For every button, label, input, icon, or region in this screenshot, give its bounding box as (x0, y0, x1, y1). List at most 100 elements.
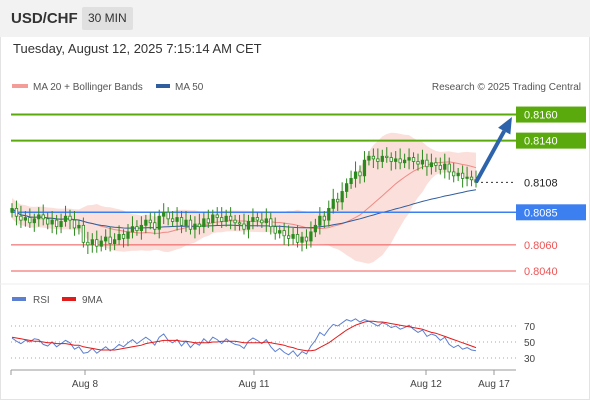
candle-body (224, 215, 228, 222)
candle-body (63, 215, 68, 222)
candle-body (197, 223, 202, 228)
target-level-box (516, 106, 586, 123)
candle-body (108, 236, 112, 244)
rsi-tick-label: 70 (524, 322, 536, 333)
candle-body (28, 217, 32, 224)
bollinger-band-area (12, 132, 476, 264)
candle-body (322, 215, 326, 221)
candle-body (175, 217, 179, 222)
candle-body (81, 224, 86, 243)
candle-body (371, 155, 376, 160)
legend-ma50-label: MA 50 (175, 82, 204, 93)
candle-body (188, 219, 193, 230)
candle-body (144, 219, 148, 226)
candle-body (340, 191, 344, 203)
candle-body (90, 239, 94, 246)
candle-body (278, 230, 282, 234)
candle-body (264, 218, 268, 224)
candle-body (389, 157, 393, 162)
candle-body (394, 158, 398, 162)
candle-body (336, 198, 340, 203)
candle-body (385, 155, 389, 158)
candle-body (416, 161, 420, 165)
candle-body (295, 234, 300, 243)
candle-body (179, 217, 184, 226)
candle-body (162, 211, 166, 217)
interval-badge[interactable]: 30 MIN (82, 7, 133, 30)
candle-body (273, 226, 277, 234)
candle-body (59, 221, 63, 228)
candle-body (99, 240, 103, 247)
candle-body (32, 218, 36, 224)
candle-body (367, 155, 371, 161)
candle-body (46, 218, 50, 225)
support-level-label: 0.8040 (524, 266, 558, 278)
candle-body (282, 230, 286, 237)
candle-body (313, 224, 318, 233)
candle-body (228, 215, 233, 221)
rsi-tick-label: 30 (524, 354, 536, 365)
pivot-level-label: 0.8085 (524, 207, 558, 219)
candle-body (157, 215, 161, 230)
candle-body (376, 158, 380, 162)
candle-body (77, 224, 81, 229)
legend-ma20-label: MA 20 + Bollinger Bands (33, 82, 143, 93)
legend-rsi-swatch (12, 297, 26, 301)
candle-body (251, 217, 255, 222)
chart-credit: Research © 2025 Trading Central (432, 82, 581, 93)
candle-body (286, 235, 291, 239)
candle-body (291, 234, 295, 239)
candle-body (117, 234, 121, 241)
candle-body (23, 217, 28, 221)
forecast-arrow-shaft (474, 130, 506, 184)
candle-body (465, 176, 469, 179)
legend-ma20-swatch (12, 84, 28, 88)
candle-body (104, 236, 108, 242)
candle-body (269, 218, 273, 228)
rsi-ma-line (11, 320, 477, 352)
target-level-box (516, 132, 586, 149)
rsi-line (11, 318, 477, 358)
candle-body (153, 222, 157, 230)
candle-body (95, 239, 99, 247)
candle-body (50, 219, 54, 225)
forecast-arrow-head (498, 117, 512, 135)
candle-body (193, 223, 197, 230)
x-tick-label: Aug 8 (72, 379, 99, 390)
target-level-label: 0.8160 (524, 110, 558, 122)
candle-body (318, 215, 322, 226)
candle-body (398, 158, 402, 164)
legend-ma9-label: 9MA (82, 295, 103, 306)
candle-body (380, 155, 384, 162)
candle-body (166, 211, 170, 220)
candle-body (331, 198, 335, 209)
candle-body (54, 219, 59, 228)
candle-body (242, 223, 246, 230)
candle-body (246, 221, 251, 230)
candle-body (184, 219, 188, 226)
pivot-level-box (516, 204, 586, 221)
last-price-label: 0.8108 (524, 177, 558, 189)
candle-body (148, 219, 152, 224)
candle-body (260, 219, 264, 224)
candle-body (411, 157, 416, 162)
candle-body (68, 215, 72, 221)
candle-body (304, 236, 309, 242)
candle-body (126, 231, 130, 239)
x-tick-label: Aug 12 (410, 379, 442, 390)
candle-body (344, 183, 349, 192)
candle-body (349, 178, 353, 185)
candle-body (255, 217, 260, 221)
candle-body (37, 214, 41, 220)
candle-body (121, 234, 126, 239)
legend-ma9-swatch (62, 297, 76, 301)
candle-body (353, 171, 358, 179)
candle-body (220, 217, 224, 222)
candle-body (460, 172, 465, 179)
candle-body (237, 222, 242, 225)
candle-body (402, 159, 407, 164)
legend-rsi-label: RSI (33, 295, 50, 306)
candle-body (300, 236, 304, 243)
candle-body (456, 172, 460, 177)
last-price-box (516, 174, 586, 191)
